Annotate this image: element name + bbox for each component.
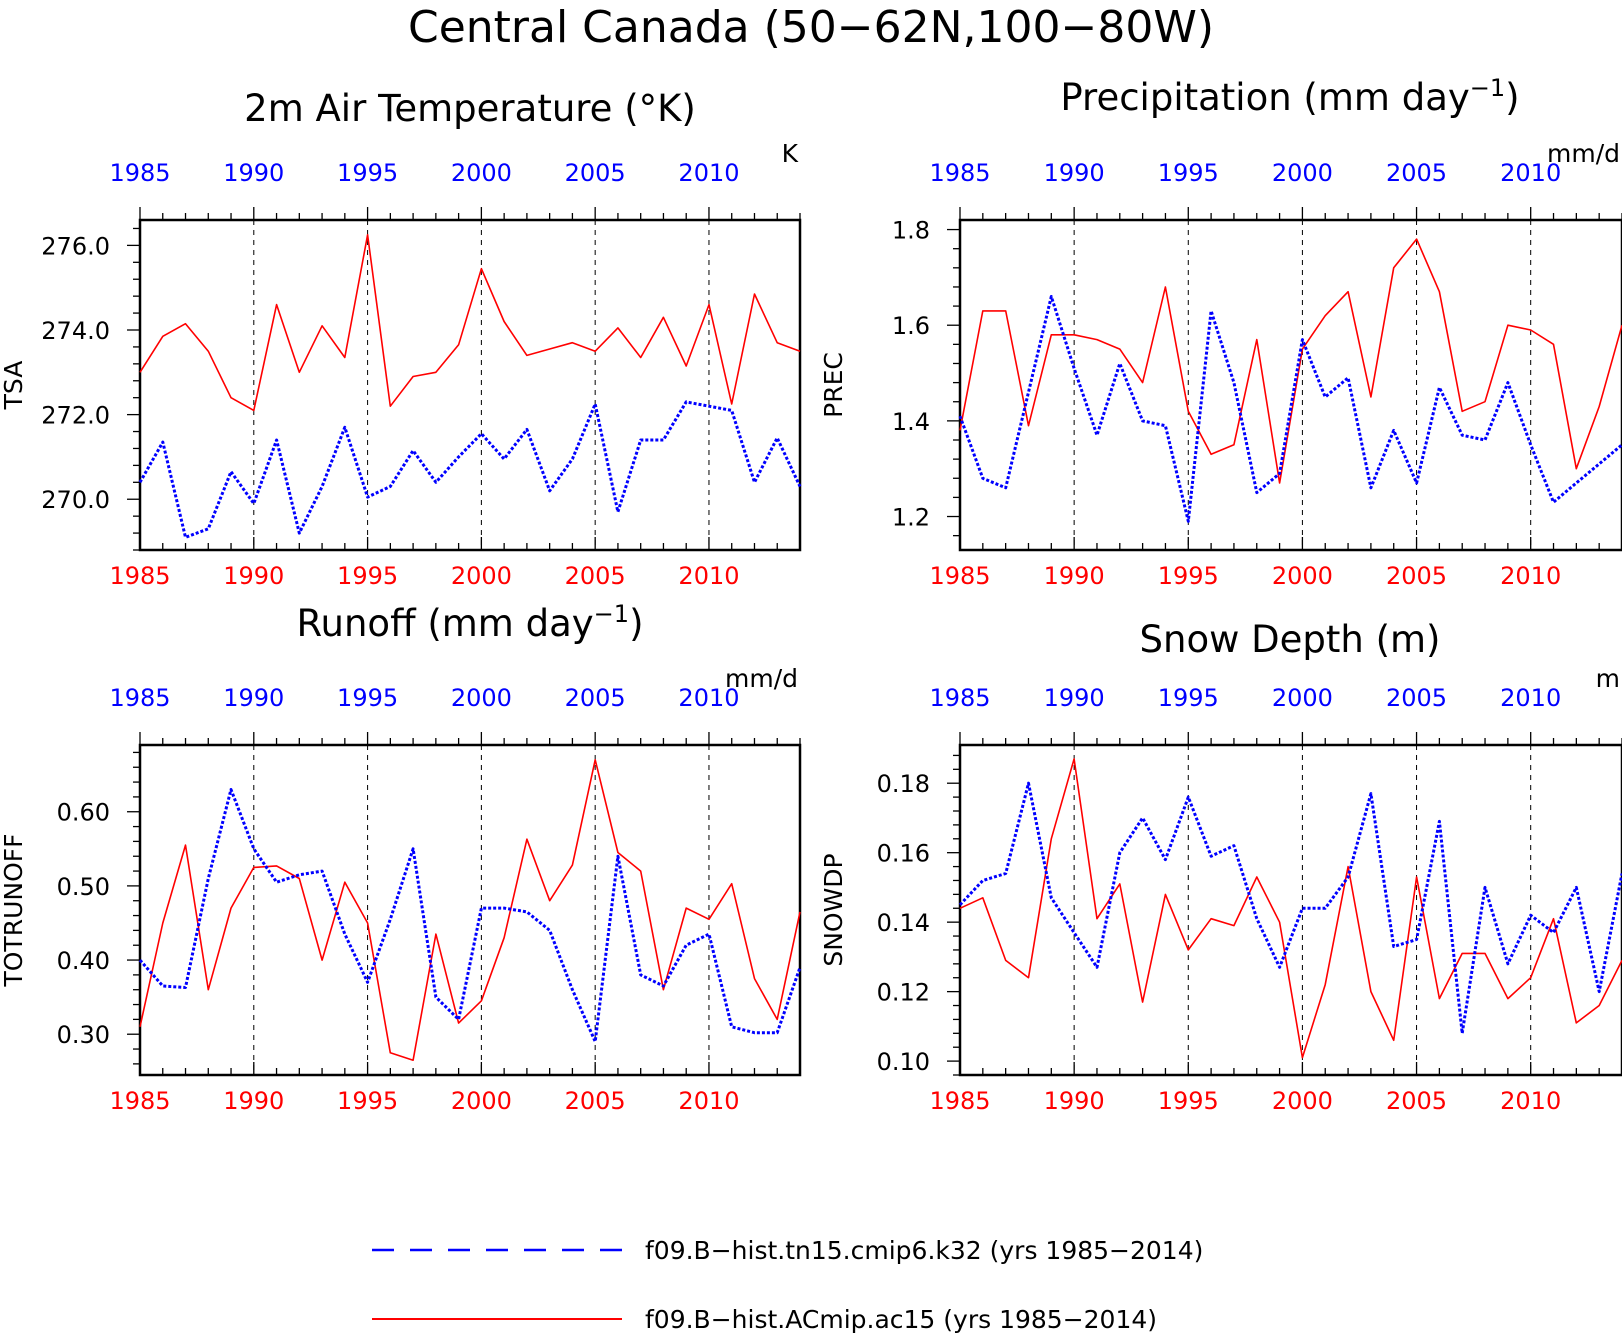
page-title: Central Canada (50−62N,100−80W) (408, 2, 1214, 53)
precipitation-x-tick-label-bottom: 1990 (1044, 562, 1105, 590)
runoff-y-tick-label: 0.30 (57, 1021, 110, 1049)
snow-depth-x-tick-label-top: 2000 (1272, 684, 1333, 712)
runoff-x-tick-label-top: 2010 (678, 684, 739, 712)
air-temperature-frame (138, 218, 802, 552)
air-temperature-x-tick-label-top: 2000 (451, 159, 512, 187)
precipitation-x-tick-label-top: 1995 (1158, 159, 1219, 187)
runoff-x-tick-label-top: 1990 (223, 684, 284, 712)
runoff-x-tick-label-bottom: 2000 (451, 1087, 512, 1115)
air-temperature-x-tick-label-bottom: 1985 (109, 562, 170, 590)
snow-depth-y-tick-label: 0.10 (877, 1048, 930, 1076)
panel-snow-depth: Snow Depth (m) m 1985 1985 1990 1990 1995 1995 2… (819, 618, 1622, 1115)
snow-depth-y-axis-label: SNOWDP (819, 853, 848, 966)
runoff-y-tick-label: 0.50 (57, 873, 110, 901)
legend: f09.B−hist.tn15.cmip6.k32 (yrs 1985−2014… (372, 1236, 1203, 1334)
snow-depth-x-tick-label-top: 1985 (929, 684, 990, 712)
runoff-y-axis-label: TOTRUNOFF (0, 833, 28, 987)
air-temperature-y-axis-label: TSA (0, 361, 28, 411)
precipitation-x-tick-label-bottom: 1985 (929, 562, 990, 590)
runoff-title: Runoff (mm day−1) (296, 600, 643, 645)
precipitation-y-tick-label: 1.8 (892, 217, 930, 245)
air-temperature-y-tick-label: 270.0 (41, 486, 110, 514)
snow-depth-y-tick-label: 0.18 (877, 770, 930, 798)
runoff-x-tick-label-top: 1995 (337, 684, 398, 712)
precipitation-x-tick-label-top: 1990 (1044, 159, 1105, 187)
snow-depth-units-label: m (1596, 664, 1620, 693)
panel-air-temperature: 2m Air Temperature (°K) K 1985 1985 1990 1990… (0, 87, 802, 590)
air-temperature-y-tick-label: 276.0 (41, 232, 110, 260)
runoff-x-tick-label-top: 2000 (451, 684, 512, 712)
panel-precipitation: Precipitation (mm day−1) mm/d 1985 1985 1990… (819, 74, 1622, 590)
runoff-x-tick-label-bottom: 2005 (565, 1087, 626, 1115)
air-temperature-x-tick-label-top: 1985 (109, 159, 170, 187)
precipitation-blue-series-line (958, 295, 1622, 523)
runoff-y-tick-label: 0.40 (57, 947, 110, 975)
snow-depth-x-tick-label-bottom: 1995 (1158, 1087, 1219, 1115)
air-temperature-title: 2m Air Temperature (°K) (244, 87, 696, 130)
precipitation-x-tick-label-bottom: 2010 (1500, 562, 1561, 590)
precipitation-title: Precipitation (mm day−1) (1060, 74, 1519, 119)
runoff-x-tick-label-bottom: 1985 (109, 1087, 170, 1115)
snow-depth-blue-series-line (958, 781, 1622, 1035)
precipitation-y-tick-label: 1.4 (892, 408, 930, 436)
snow-depth-x-tick-label-bottom: 1990 (1044, 1087, 1105, 1115)
precipitation-x-tick-label-top: 2000 (1272, 159, 1333, 187)
snow-depth-title: Snow Depth (m) (1140, 618, 1441, 661)
precipitation-units-label: mm/d (1547, 139, 1620, 168)
precipitation-y-axis-label: PREC (819, 352, 848, 418)
snow-depth-x-tick-label-top: 1990 (1044, 684, 1105, 712)
snow-depth-x-tick-label-top: 2010 (1500, 684, 1561, 712)
air-temperature-red-series-line (139, 234, 801, 412)
precipitation-x-tick-label-top: 2010 (1500, 159, 1561, 187)
air-temperature-units-label: K (782, 139, 799, 168)
precipitation-x-tick-label-top: 2005 (1386, 159, 1447, 187)
snow-depth-y-tick-label: 0.16 (877, 840, 930, 868)
air-temperature-x-tick-label-bottom: 1990 (223, 562, 284, 590)
snow-depth-red-series-line (959, 758, 1622, 1059)
snow-depth-y-tick-label: 0.14 (877, 909, 930, 937)
legend-label-blue: f09.B−hist.tn15.cmip6.k32 (yrs 1985−2014… (645, 1236, 1203, 1265)
snow-depth-x-tick-label-top: 1995 (1158, 684, 1219, 712)
precipitation-red-series-line (959, 238, 1622, 484)
precipitation-x-tick-label-bottom: 2005 (1386, 562, 1447, 590)
snow-depth-frame (958, 743, 1622, 1077)
runoff-x-tick-label-bottom: 1995 (337, 1087, 398, 1115)
legend-label-red: f09.B−hist.ACmip.ac15 (yrs 1985−2014) (645, 1305, 1157, 1334)
air-temperature-x-tick-label-top: 2005 (565, 159, 626, 187)
precipitation-x-tick-label-bottom: 1995 (1158, 562, 1219, 590)
air-temperature-x-tick-label-bottom: 2000 (451, 562, 512, 590)
panel-runoff: Runoff (mm day−1) mm/d 1985 1985 1990 1990 199… (0, 600, 802, 1115)
snow-depth-x-tick-label-bottom: 1985 (929, 1087, 990, 1115)
air-temperature-x-tick-label-bottom: 1995 (337, 562, 398, 590)
air-temperature-x-tick-label-bottom: 2010 (678, 562, 739, 590)
air-temperature-x-tick-label-top: 2010 (678, 159, 739, 187)
precipitation-frame (958, 218, 1622, 552)
precipitation-y-tick-label: 1.6 (892, 312, 930, 340)
snow-depth-x-tick-label-top: 2005 (1386, 684, 1447, 712)
air-temperature-x-tick-label-top: 1990 (223, 159, 284, 187)
snow-depth-x-tick-label-bottom: 2010 (1500, 1087, 1561, 1115)
air-temperature-y-tick-label: 272.0 (41, 402, 110, 430)
air-temperature-blue-series-line (138, 400, 802, 539)
runoff-x-tick-label-bottom: 2010 (678, 1087, 739, 1115)
runoff-blue-series-line (138, 788, 802, 1044)
runoff-red-series-line (139, 758, 801, 1061)
air-temperature-x-tick-label-bottom: 2005 (565, 562, 626, 590)
precipitation-x-tick-label-bottom: 2000 (1272, 562, 1333, 590)
runoff-x-tick-label-top: 1985 (109, 684, 170, 712)
precipitation-y-tick-label: 1.2 (892, 504, 930, 532)
snow-depth-y-tick-label: 0.12 (877, 979, 930, 1007)
runoff-frame (138, 743, 802, 1077)
air-temperature-y-tick-label: 274.0 (41, 317, 110, 345)
air-temperature-x-tick-label-top: 1995 (337, 159, 398, 187)
snow-depth-x-tick-label-bottom: 2005 (1386, 1087, 1447, 1115)
runoff-y-tick-label: 0.60 (57, 799, 110, 827)
runoff-x-tick-label-bottom: 1990 (223, 1087, 284, 1115)
precipitation-x-tick-label-top: 1985 (929, 159, 990, 187)
snow-depth-x-tick-label-bottom: 2000 (1272, 1087, 1333, 1115)
runoff-x-tick-label-top: 2005 (565, 684, 626, 712)
runoff-units-label: mm/d (725, 664, 798, 693)
